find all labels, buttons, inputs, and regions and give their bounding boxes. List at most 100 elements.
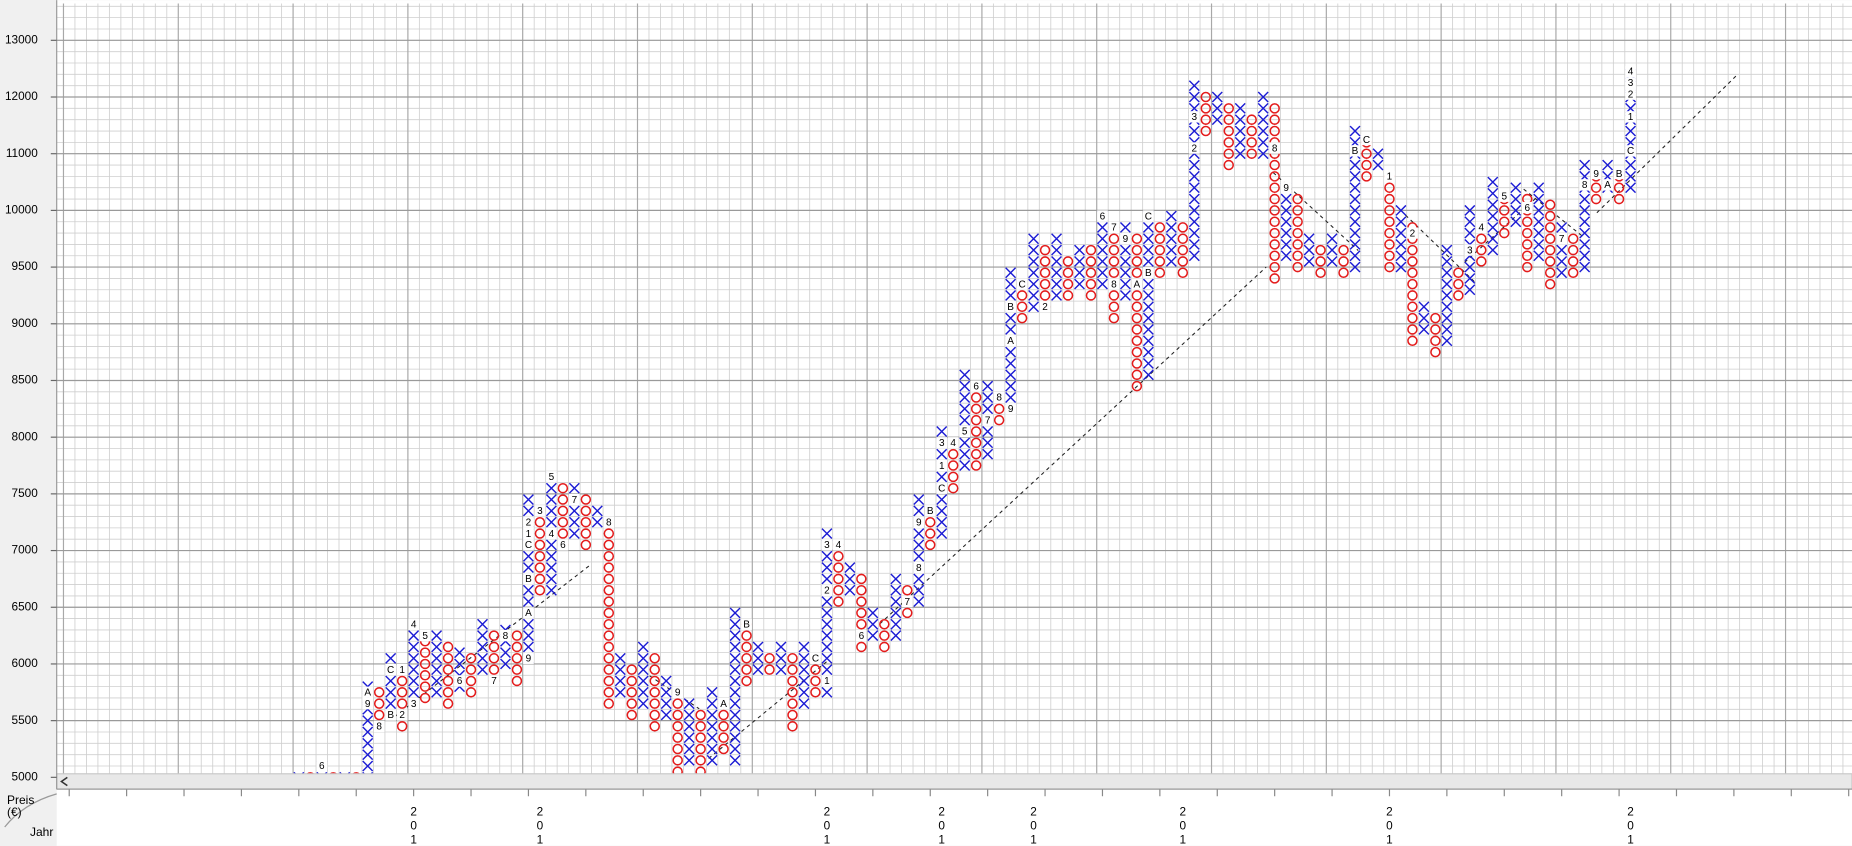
month-label-bg: [959, 425, 971, 438]
x-glyph: [982, 403, 994, 415]
x-glyph: [798, 675, 810, 687]
o-glyph: [1269, 239, 1280, 250]
o-glyph: [1292, 205, 1303, 216]
o-glyph: [1131, 256, 1143, 267]
o-glyph: [764, 653, 775, 664]
month-label: 1: [1387, 172, 1393, 183]
x-glyph: [798, 664, 810, 676]
o-glyph: [649, 687, 660, 698]
x-column: CB: [385, 652, 397, 721]
x-column: 5: [959, 369, 971, 471]
scrollbar[interactable]: [56, 773, 1852, 790]
o-glyph: [1269, 182, 1280, 193]
month-label-bg: [1498, 190, 1510, 202]
o-column: [1338, 244, 1349, 279]
x-column: [591, 505, 603, 528]
x-glyph: [959, 414, 971, 426]
o-glyph: [373, 698, 385, 709]
o-glyph: [1108, 256, 1120, 267]
x-glyph: [660, 686, 672, 698]
x-glyph: [1487, 244, 1499, 256]
x-glyph: [522, 550, 534, 562]
x-glyph: [913, 596, 925, 608]
o-glyph: [1384, 205, 1395, 216]
x-glyph: [1005, 278, 1017, 290]
month-label-bg: [947, 437, 959, 449]
o-column: [1453, 267, 1464, 301]
x-glyph: [683, 732, 695, 744]
o-glyph: [1154, 267, 1166, 279]
y-tick-label: 12000: [5, 89, 38, 103]
x-glyph: [1119, 255, 1131, 267]
x-glyph: [752, 652, 764, 664]
y-tick-label: 8000: [12, 429, 39, 443]
x-glyph: [1005, 346, 1017, 358]
o-glyph: [1269, 125, 1280, 137]
o-glyph: [557, 528, 569, 539]
o-glyph: [1384, 261, 1395, 273]
o-glyph: [1567, 256, 1579, 267]
x-glyph: [1257, 102, 1269, 114]
x-glyph: [660, 709, 672, 721]
year-label: 2013: [935, 805, 949, 846]
x-glyph: [821, 607, 833, 619]
o-glyph: [1108, 290, 1120, 301]
scroll-left-arrow[interactable]: [60, 776, 68, 787]
o-glyph: [1407, 256, 1418, 267]
month-label: 6: [1524, 203, 1530, 214]
x-glyph: [1579, 238, 1591, 250]
x-glyph: [729, 618, 741, 630]
o-glyph: [1269, 193, 1280, 205]
o-column: [306, 772, 315, 774]
o-glyph: [1292, 250, 1303, 262]
o-glyph: [557, 482, 569, 494]
month-label: 3: [824, 540, 830, 551]
x-glyph: [959, 403, 971, 415]
x-glyph: [729, 607, 741, 619]
o-glyph: [924, 516, 936, 528]
x-glyph: [936, 516, 948, 528]
x-column: 6: [454, 647, 466, 693]
x-glyph: [545, 573, 557, 585]
x-glyph: [867, 607, 879, 619]
x-glyph: [1051, 233, 1062, 245]
o-glyph: [764, 664, 775, 675]
y-tick-label: 9500: [12, 259, 39, 273]
x-glyph: [522, 562, 534, 574]
o-glyph: [947, 482, 959, 494]
o-glyph: [833, 550, 844, 562]
o-column: 7: [488, 630, 500, 687]
o-glyph: [856, 573, 867, 585]
o-glyph: [580, 528, 592, 539]
month-label: 5: [1501, 191, 1507, 202]
scroll-track[interactable]: [56, 773, 1852, 790]
x-column: 3 2 1: [821, 528, 833, 698]
x-glyph: [614, 686, 626, 698]
month-label: 7: [1559, 234, 1565, 245]
o-column: 5: [419, 629, 431, 704]
month-label-bg: [523, 539, 534, 551]
o-column: 1: [1384, 170, 1395, 273]
o-glyph: [626, 709, 638, 721]
x-glyph: [1028, 289, 1040, 301]
month-label-bg: [557, 539, 569, 551]
x-glyph: [729, 641, 741, 653]
o-column: [1430, 312, 1441, 358]
month-label: C: [938, 483, 945, 494]
x-glyph: [706, 732, 718, 744]
x-glyph: [706, 698, 718, 710]
x-glyph: [637, 698, 649, 710]
x-column: 8: [500, 624, 511, 670]
y-tick-label: 7000: [12, 543, 39, 557]
x-glyph: [1349, 125, 1361, 137]
x-glyph: [821, 618, 833, 630]
x-glyph: [614, 675, 626, 687]
month-label: 6: [859, 631, 865, 642]
o-column: B: [924, 505, 936, 551]
x-glyph: [1579, 227, 1591, 239]
month-label: 1: [526, 529, 532, 540]
x-glyph: [1165, 233, 1177, 245]
trend-line: [879, 266, 1267, 625]
x-glyph: [1533, 193, 1545, 205]
